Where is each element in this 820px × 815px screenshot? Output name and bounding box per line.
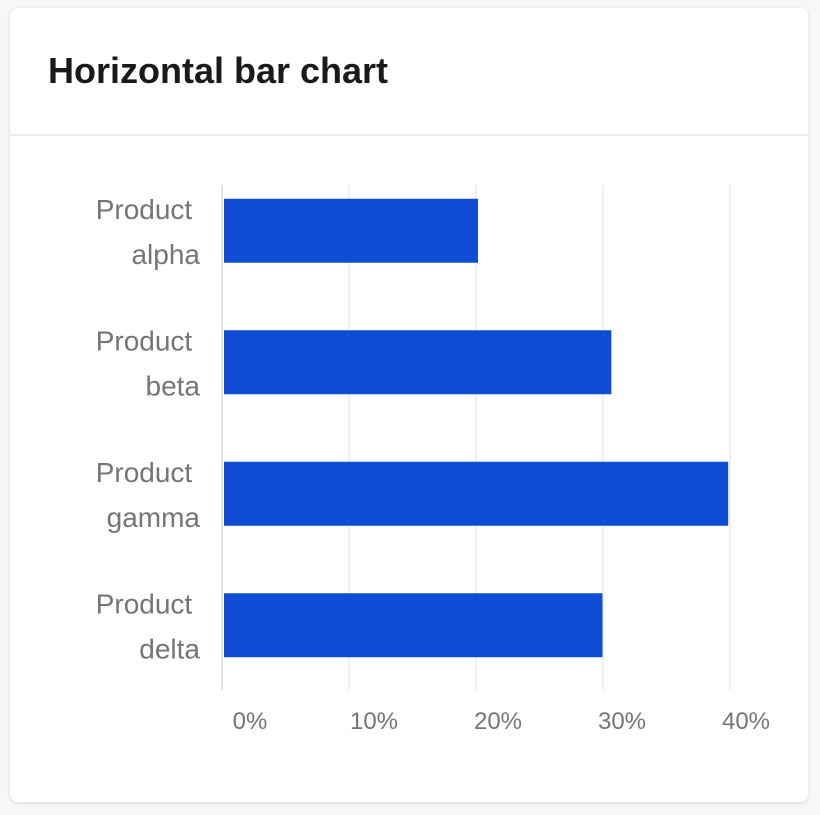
chart-title: Horizontal bar chart <box>48 50 389 91</box>
y-tick-label: Product gamma <box>96 457 201 533</box>
x-tick-label: 40% <box>722 708 770 735</box>
x-tick-label: 20% <box>474 708 522 735</box>
y-tick-label: Product beta <box>96 325 201 401</box>
x-tick-label: 0% <box>233 708 268 735</box>
card-header: Horizontal bar chart <box>10 8 808 136</box>
bar <box>224 461 729 526</box>
y-tick-label: Product alpha <box>96 194 201 270</box>
bar <box>224 593 603 658</box>
bar <box>224 330 612 395</box>
x-tick-label: 10% <box>350 708 398 735</box>
card: Horizontal bar chart <box>10 8 808 802</box>
bar <box>224 198 478 263</box>
y-tick-label: Product delta <box>96 588 201 664</box>
x-tick-label: 30% <box>598 708 646 735</box>
